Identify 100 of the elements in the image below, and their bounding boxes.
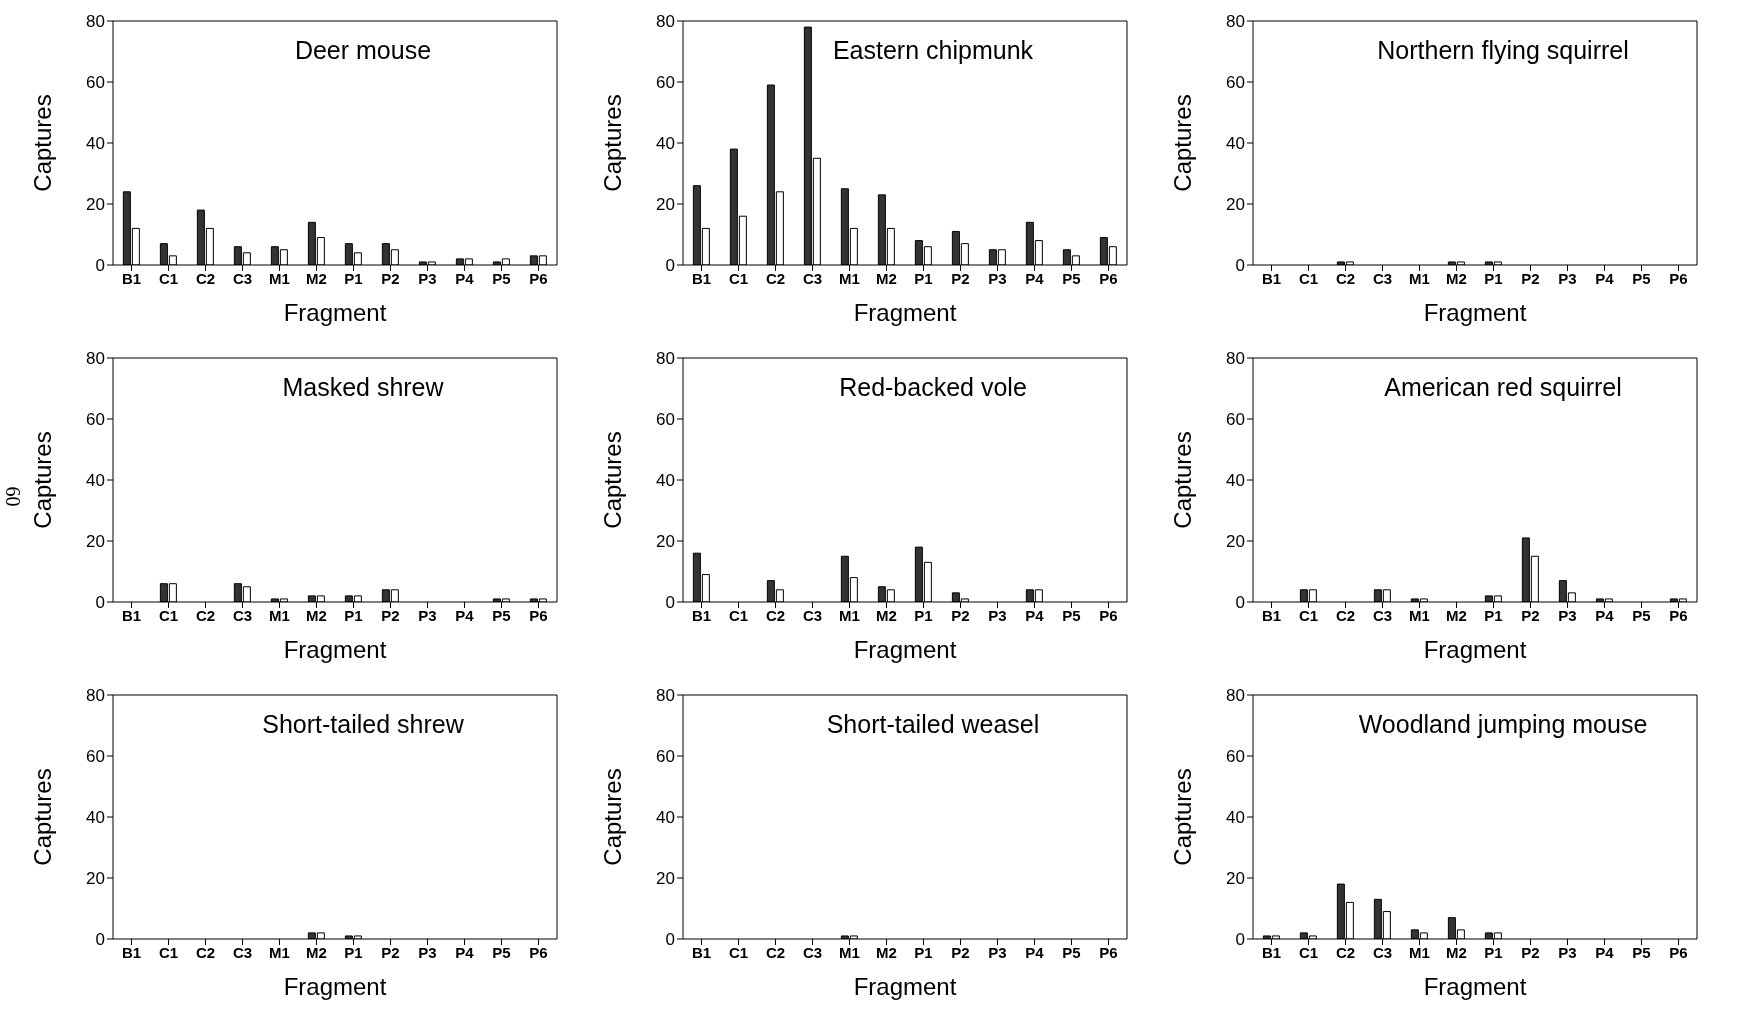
x-tick-label: M2 <box>1446 606 1467 624</box>
x-tick-label: P2 <box>381 606 400 624</box>
y-tick-label: 80 <box>656 12 675 32</box>
x-tick-label: M2 <box>1446 943 1467 961</box>
text: Woodland jumping mouse <box>1357 710 1649 739</box>
y-tick-label: 60 <box>656 73 675 93</box>
x-tick-label: C2 <box>195 943 216 961</box>
x-tick-label: P1 <box>1484 606 1503 624</box>
x-axis-title: Fragment <box>283 299 387 326</box>
text: Eastern chipmunk <box>831 36 1035 65</box>
x-tick-label: B1 <box>121 606 142 624</box>
x-tick-label: C2 <box>765 269 786 287</box>
x-tick-label: P4 <box>1595 943 1615 961</box>
y-tick-label: 80 <box>1226 12 1245 32</box>
x-tick-label: M1 <box>839 943 860 961</box>
x-tick-label: M2 <box>876 269 897 287</box>
y-tick-label: 0 <box>1235 930 1245 950</box>
x-tick-label: P4 <box>455 606 475 624</box>
x-tick-label: P2 <box>1521 606 1540 624</box>
x-tick-label: P3 <box>418 269 437 287</box>
y-tick-label: 60 <box>86 410 105 430</box>
x-tick-label: P1 <box>1484 269 1503 287</box>
y-tick-label: 40 <box>1226 808 1245 828</box>
x-tick-label: C3 <box>1372 606 1393 624</box>
y-tick-label: 20 <box>656 869 675 889</box>
x-tick-label: P6 <box>529 943 548 961</box>
y-axis-title: Captures <box>1168 431 1196 529</box>
x-tick-label: C2 <box>1335 943 1356 961</box>
x-tick-label: P6 <box>529 269 548 287</box>
y-tick-label: 80 <box>656 686 675 706</box>
x-tick-label: C1 <box>1298 606 1319 624</box>
x-tick-label: P1 <box>914 269 933 287</box>
x-tick-label: M1 <box>1409 269 1430 287</box>
y-tick-label: 60 <box>656 410 675 430</box>
text: Deer mouse <box>293 36 433 65</box>
x-tick-label: P5 <box>1632 943 1651 961</box>
x-tick-label: P2 <box>951 943 970 961</box>
x-tick-label: C2 <box>1335 269 1356 287</box>
y-tick-label: 0 <box>1235 256 1245 276</box>
x-tick-label: P3 <box>418 606 437 624</box>
y-tick-label: 0 <box>665 930 675 950</box>
x-tick-label: M2 <box>876 606 897 624</box>
x-tick-label: P3 <box>988 269 1007 287</box>
x-axis-title: Fragment <box>853 636 957 663</box>
text: 60 <box>0 486 24 507</box>
x-tick-label: P4 <box>455 269 475 287</box>
x-tick-label: C1 <box>728 269 749 287</box>
y-tick-label: 60 <box>86 747 105 767</box>
y-tick-label: 40 <box>656 808 675 828</box>
x-tick-label: M2 <box>876 943 897 961</box>
x-tick-label: P2 <box>1521 269 1540 287</box>
x-tick-label: P1 <box>344 943 363 961</box>
x-tick-label: P5 <box>492 943 511 961</box>
x-tick-label: P4 <box>1025 606 1045 624</box>
x-axis-title: Fragment <box>1423 973 1527 1000</box>
x-tick-label: C3 <box>232 606 253 624</box>
y-axis-title: Captures <box>598 768 626 866</box>
text: Masked shrew <box>281 373 445 402</box>
y-tick-label: 80 <box>1226 349 1245 369</box>
x-tick-label: P6 <box>1099 269 1118 287</box>
x-tick-label: C1 <box>158 943 179 961</box>
x-tick-label: P2 <box>951 606 970 624</box>
x-tick-label: P3 <box>1558 606 1577 624</box>
y-tick-label: 40 <box>86 471 105 491</box>
x-tick-label: P3 <box>1558 943 1577 961</box>
x-tick-label: C3 <box>232 269 253 287</box>
x-tick-label: M1 <box>269 606 290 624</box>
x-tick-label: C3 <box>232 943 253 961</box>
x-tick-label: P5 <box>1062 269 1081 287</box>
y-tick-label: 0 <box>95 593 105 613</box>
x-tick-label: M1 <box>269 943 290 961</box>
x-tick-label: C1 <box>158 269 179 287</box>
x-tick-label: B1 <box>1261 606 1282 624</box>
y-tick-label: 80 <box>1226 686 1245 706</box>
y-tick-label: 80 <box>86 12 105 32</box>
text: American red squirrel <box>1383 373 1623 402</box>
y-tick-label: 40 <box>656 134 675 154</box>
x-axis-title: Fragment <box>853 299 957 326</box>
y-tick-label: 60 <box>656 747 675 767</box>
y-tick-label: 20 <box>1226 195 1245 215</box>
x-tick-label: M1 <box>1409 606 1430 624</box>
x-tick-label: C2 <box>1335 606 1356 624</box>
y-axis-title: Captures <box>598 94 626 192</box>
y-tick-label: 20 <box>1226 532 1245 552</box>
y-tick-label: 20 <box>656 195 675 215</box>
x-tick-label: B1 <box>691 606 712 624</box>
x-tick-label: C1 <box>158 606 179 624</box>
y-tick-label: 20 <box>86 532 105 552</box>
x-tick-label: C3 <box>802 269 823 287</box>
y-tick-label: 20 <box>86 869 105 889</box>
y-axis-title: Captures <box>28 431 56 529</box>
y-tick-label: 40 <box>86 808 105 828</box>
y-tick-label: 20 <box>656 532 675 552</box>
text: Northern flying squirrel <box>1376 36 1630 65</box>
text: Short-tailed weasel <box>825 710 1041 739</box>
x-tick-label: P3 <box>988 943 1007 961</box>
y-tick-label: 20 <box>1226 869 1245 889</box>
x-tick-label: B1 <box>691 269 712 287</box>
x-tick-label: P4 <box>455 943 475 961</box>
x-tick-label: C3 <box>802 606 823 624</box>
